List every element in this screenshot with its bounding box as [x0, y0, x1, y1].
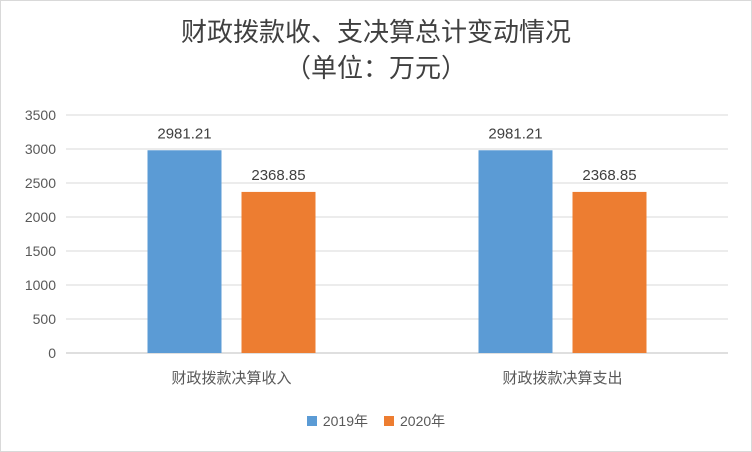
y-tick-label: 3500: [25, 107, 56, 123]
y-tick-label: 0: [48, 345, 56, 361]
legend-label-2019: 2019年: [322, 413, 368, 429]
data-label: 2368.85: [582, 167, 636, 184]
data-label: 2981.21: [488, 125, 542, 142]
bar: [147, 150, 222, 353]
x-tick-label: 财政拨款决算收入: [171, 369, 291, 387]
legend-item-2019: 2019年: [306, 411, 368, 431]
legend-label-2020: 2020年: [400, 413, 446, 429]
y-tick-label: 1000: [25, 277, 56, 293]
y-tick-label: 3000: [25, 141, 56, 157]
bar: [478, 150, 553, 353]
legend-swatch-2020: [384, 416, 394, 426]
bar: [241, 191, 316, 353]
plot-area: 0 500 1000 1500 2000 2500 3000 3500 2981.21 2368.…: [25, 107, 728, 387]
legend-item-2020: 2020年: [384, 411, 445, 431]
chart-title: 财政拨款收、支决算总计变动情况: [180, 18, 571, 48]
bar: [572, 191, 647, 353]
y-tick-label: 2000: [25, 209, 56, 225]
chart-subtitle: （单位：万元）: [284, 54, 467, 84]
data-label: 2981.21: [157, 125, 211, 142]
x-tick-label: 财政拨款决算支出: [502, 369, 622, 387]
data-label: 2368.85: [251, 167, 305, 184]
chart-title-block: 财政拨款收、支决算总计变动情况 （单位：万元）: [1, 15, 751, 87]
legend: 2019年 2020年: [1, 411, 751, 431]
legend-swatch-2019: [306, 416, 317, 426]
y-tick-label: 2500: [25, 175, 56, 191]
y-tick-label: 1500: [25, 243, 56, 259]
y-tick-label: 500: [33, 311, 57, 327]
